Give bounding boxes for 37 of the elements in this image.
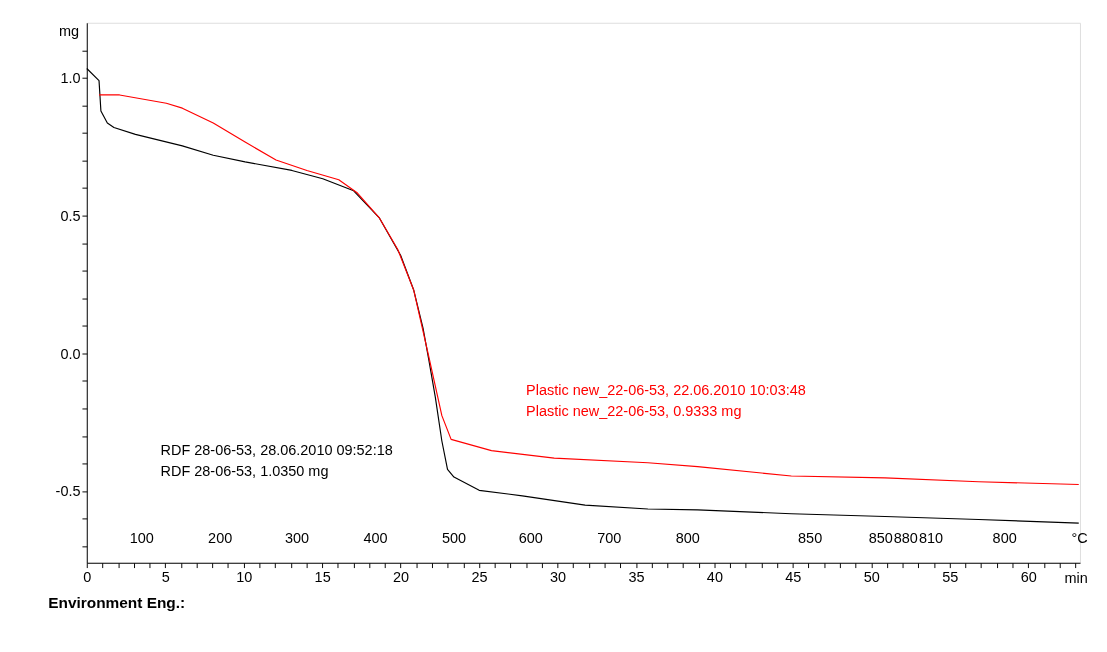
annotation: 850 [868,529,893,546]
x-tick-label: 15 [314,568,331,585]
x-tick-label: 20 [393,568,410,585]
text: RDF 28-06-53, 28.06.2010 09:52:18 RDF 28-06-53, 1.0350 mg [160,442,393,480]
x-tick-label: 40 [706,568,723,585]
annotation: 200 [208,529,233,546]
y-axis-title: mg [58,23,80,40]
annotation: 300 [284,529,310,546]
y-tick-label: -0.5 [55,483,81,500]
line-series [98,94,1080,486]
text: Plastic new_22-06-53, 22.06.2010 10:03:48 Plastic new_22-06-53, 0.9333 mg [526,381,806,419]
x-tick-label: 30 [549,568,567,585]
x-tick-label: 25 [471,568,488,585]
y-tick-label: 1.0 [60,70,81,87]
x-tick-label: 10 [236,568,253,585]
annotation: 700 [597,529,622,546]
y-tick-label: 0.5 [60,207,81,224]
annotation: 600 [518,529,543,546]
annotation: 800 [992,529,1017,546]
annotation: 800 [675,529,700,546]
annotation: 500 [441,529,467,546]
annotation: 100 [129,529,154,546]
x-tick-label: 60 [1020,568,1037,585]
y-tick-label: 0.0 [60,345,81,362]
x2-axis-title: °C [1071,529,1088,546]
annotation: 880 [893,529,918,546]
x-tick-label: 55 [942,568,959,585]
x-tick-label: 45 [785,568,802,585]
x-tick-label: 5 [161,568,170,585]
x-axis-title: min [1064,570,1088,587]
x-tick-label: 50 [863,568,880,585]
annotation: 850 [798,529,823,546]
x-tick-label: 0 [83,568,92,585]
x-tick-label: 35 [628,568,645,585]
text: Environment Eng.: [48,594,186,612]
annotation: 400 [363,529,388,546]
annotation: 810 [918,529,943,546]
